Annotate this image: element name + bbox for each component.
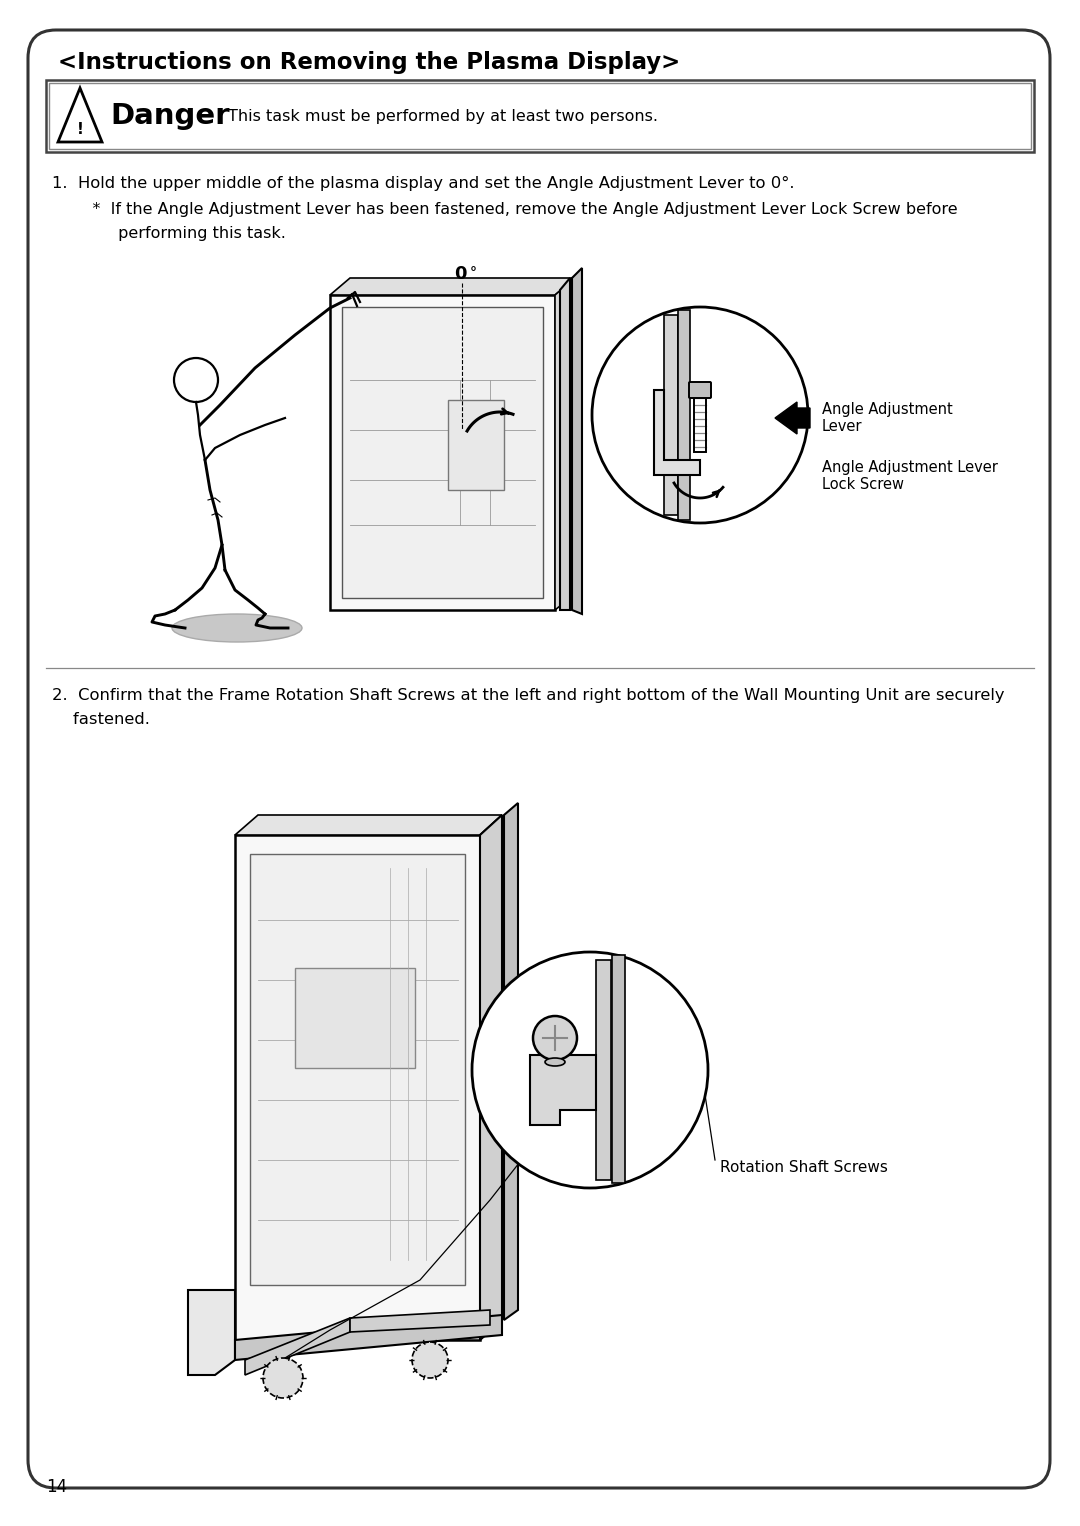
FancyBboxPatch shape xyxy=(49,82,1031,150)
Circle shape xyxy=(472,952,708,1189)
Polygon shape xyxy=(350,1309,490,1332)
Polygon shape xyxy=(330,278,575,295)
FancyBboxPatch shape xyxy=(448,400,504,490)
Circle shape xyxy=(592,307,808,523)
FancyArrow shape xyxy=(775,401,810,433)
Circle shape xyxy=(264,1358,303,1398)
Polygon shape xyxy=(480,815,502,1340)
Text: Angle Adjustment
Lever: Angle Adjustment Lever xyxy=(822,401,953,435)
Polygon shape xyxy=(654,391,700,475)
Text: <Instructions on Removing the Plasma Display>: <Instructions on Removing the Plasma Dis… xyxy=(58,50,680,73)
Polygon shape xyxy=(235,835,480,1340)
Polygon shape xyxy=(330,295,555,610)
Polygon shape xyxy=(235,815,502,835)
FancyBboxPatch shape xyxy=(295,967,415,1068)
Ellipse shape xyxy=(545,1058,565,1067)
Polygon shape xyxy=(245,1318,350,1375)
Polygon shape xyxy=(561,278,570,610)
Text: Angle Adjustment Lever
Lock Screw: Angle Adjustment Lever Lock Screw xyxy=(822,459,998,493)
Text: !: ! xyxy=(77,122,83,137)
Text: 2.  Confirm that the Frame Rotation Shaft Screws at the left and right bottom of: 2. Confirm that the Frame Rotation Shaft… xyxy=(52,688,1004,703)
Polygon shape xyxy=(58,89,102,142)
Text: Rotation Shaft Screws: Rotation Shaft Screws xyxy=(720,1160,888,1175)
Polygon shape xyxy=(530,1054,596,1125)
Text: performing this task.: performing this task. xyxy=(72,226,286,241)
FancyBboxPatch shape xyxy=(678,310,690,520)
FancyBboxPatch shape xyxy=(596,960,611,1180)
FancyBboxPatch shape xyxy=(28,31,1050,1488)
Text: Danger: Danger xyxy=(110,102,229,130)
Circle shape xyxy=(534,1016,577,1061)
Polygon shape xyxy=(188,1289,235,1375)
Polygon shape xyxy=(249,855,465,1285)
Text: 0: 0 xyxy=(454,266,467,282)
Ellipse shape xyxy=(172,613,302,642)
Polygon shape xyxy=(572,269,582,613)
Polygon shape xyxy=(235,1315,502,1360)
FancyBboxPatch shape xyxy=(664,314,678,514)
Polygon shape xyxy=(504,803,518,1320)
Polygon shape xyxy=(555,278,575,610)
FancyBboxPatch shape xyxy=(689,382,711,398)
Text: 1.  Hold the upper middle of the plasma display and set the Angle Adjustment Lev: 1. Hold the upper middle of the plasma d… xyxy=(52,175,795,191)
Circle shape xyxy=(411,1341,448,1378)
Text: *  If the Angle Adjustment Lever has been fastened, remove the Angle Adjustment : * If the Angle Adjustment Lever has been… xyxy=(72,201,958,217)
FancyBboxPatch shape xyxy=(612,955,625,1183)
Polygon shape xyxy=(342,307,543,598)
Text: fastened.: fastened. xyxy=(52,713,150,726)
Circle shape xyxy=(174,359,218,401)
FancyBboxPatch shape xyxy=(46,79,1034,153)
Text: °: ° xyxy=(470,266,477,279)
Text: 14: 14 xyxy=(46,1479,67,1495)
Text: This task must be performed by at least two persons.: This task must be performed by at least … xyxy=(228,108,658,124)
Polygon shape xyxy=(480,815,502,1340)
